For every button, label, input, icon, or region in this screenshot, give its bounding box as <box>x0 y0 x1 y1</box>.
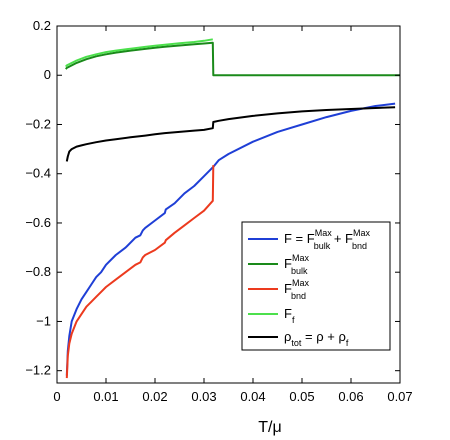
series-line-3 <box>65 38 213 68</box>
x-tick-label: 0 <box>53 389 60 404</box>
series-layer <box>65 38 400 379</box>
plot-frame <box>56 25 401 384</box>
y-tick-label: 0 <box>44 67 51 82</box>
y-tick-label: −0.8 <box>25 264 51 279</box>
legend-label-2: FMax bnd <box>284 278 309 301</box>
legend-label-4: ρtot = ρ + ρf <box>284 329 349 348</box>
legend-label-0: F = FMax bulk + FMax bnd <box>284 228 371 251</box>
legend-label-3: Ff <box>284 306 295 325</box>
y-tick-label: −1.2 <box>25 363 51 378</box>
series-line-4 <box>65 106 396 162</box>
y-tick-label: −0.6 <box>25 215 51 230</box>
x-tick-label: 0.01 <box>93 389 118 404</box>
x-tick-label: 0.06 <box>338 389 363 404</box>
series-line-2 <box>65 165 215 379</box>
x-tick-label: 0.03 <box>191 389 216 404</box>
series-line-1 <box>65 41 400 77</box>
axes-layer: 0 0.01 0.02 0.03 0.04 0.05 0.06 0.07 0.2 0 −0.2 −0.… <box>25 18 412 404</box>
series-line-0 <box>65 102 396 376</box>
legend-box <box>241 221 391 351</box>
legend-label-1: FMax bulk <box>284 253 309 276</box>
x-tick-label: 0.07 <box>387 389 412 404</box>
y-tick-label: −1 <box>36 313 51 328</box>
x-tick-label: 0.02 <box>142 389 167 404</box>
y-tick-label: −0.2 <box>25 116 51 131</box>
y-tick-label: −0.4 <box>25 166 51 181</box>
y-tick-label: 0.2 <box>33 18 51 33</box>
x-tick-label: 0.04 <box>240 389 265 404</box>
x-axis-label: T/μ <box>258 419 281 436</box>
x-tick-label: 0.05 <box>289 389 314 404</box>
